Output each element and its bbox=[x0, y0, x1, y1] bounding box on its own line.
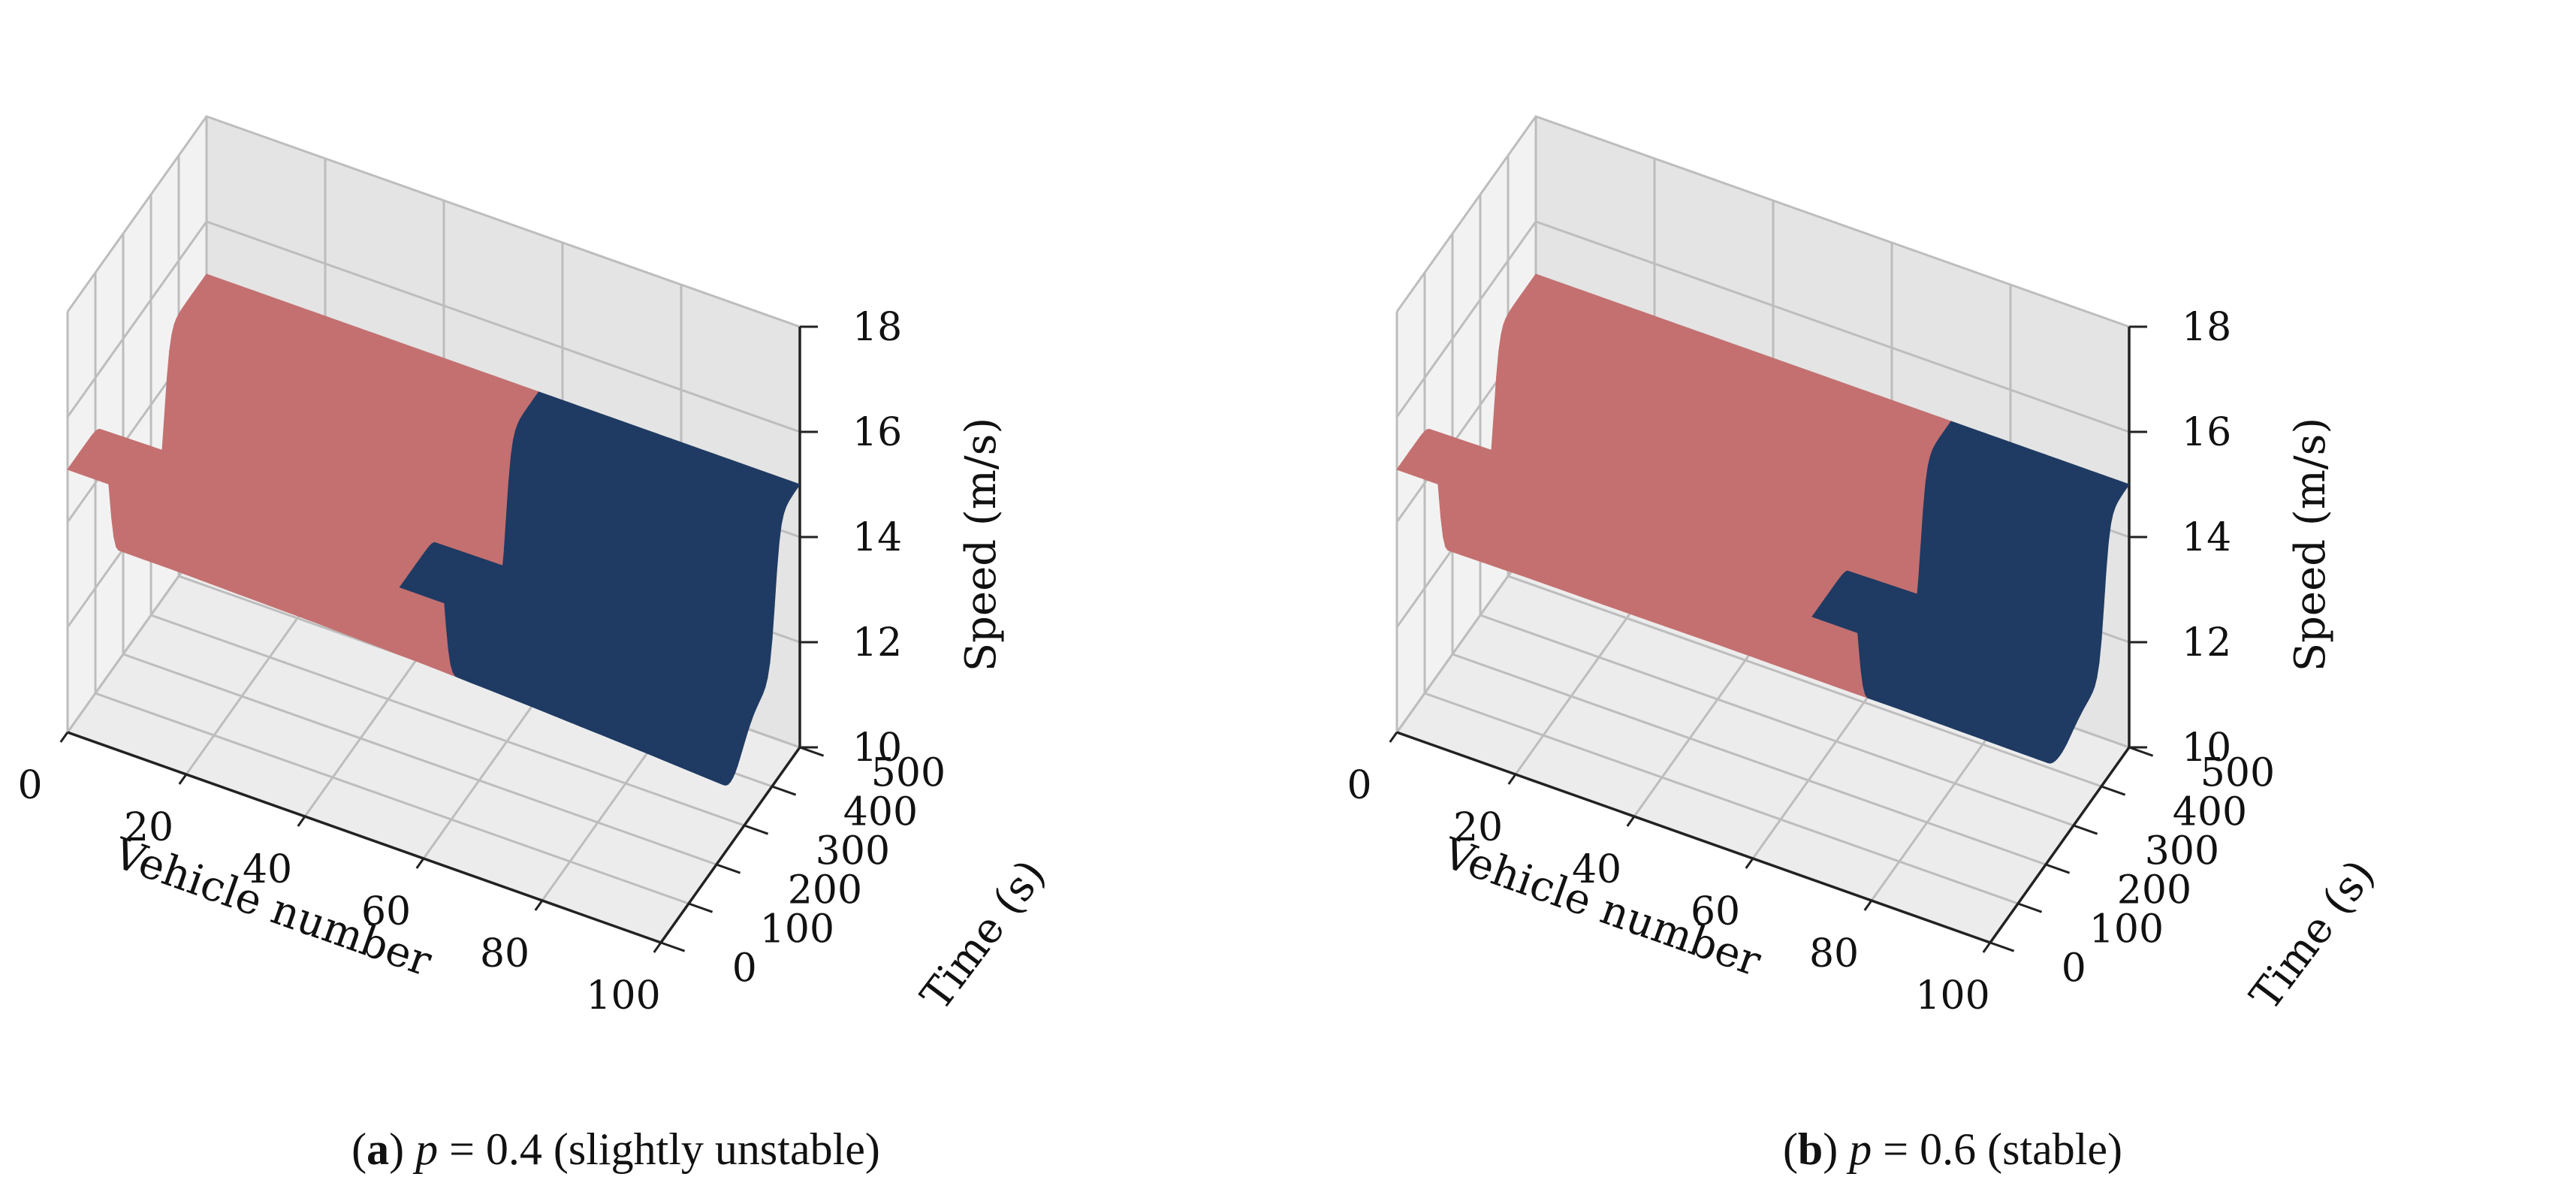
y-tick-label: 200 bbox=[2117, 868, 2191, 913]
x-tick-label: 80 bbox=[1809, 931, 1859, 976]
y-tick-label: 0 bbox=[732, 946, 757, 991]
y-tick-label: 400 bbox=[843, 790, 918, 835]
y-tick-label: 0 bbox=[2062, 946, 2086, 991]
y-tick-label: 200 bbox=[788, 868, 862, 913]
x-tick-label: 100 bbox=[586, 973, 660, 1018]
grid-z bbox=[66, 220, 801, 433]
z-tick-label: 18 bbox=[852, 305, 902, 350]
y-tick bbox=[2128, 746, 2154, 757]
x-tick bbox=[297, 816, 306, 827]
y-tick-label: 100 bbox=[2089, 907, 2164, 952]
y-axis-label: Time (s) bbox=[2241, 851, 2384, 1019]
x-axis-line bbox=[67, 731, 662, 944]
y-tick bbox=[771, 785, 797, 796]
z-tick-label: 18 bbox=[2182, 305, 2231, 350]
y-tick bbox=[2045, 863, 2071, 874]
z-tick-label: 14 bbox=[2182, 515, 2231, 560]
z-axis-label: Speed (m/s) bbox=[2286, 418, 2335, 672]
y-tick bbox=[716, 863, 741, 874]
x-tick bbox=[1389, 732, 1398, 743]
y-tick-label: 300 bbox=[816, 829, 890, 874]
z-tick-label: 16 bbox=[852, 410, 902, 455]
z-tick-label: 10 bbox=[2182, 726, 2231, 771]
panel-a: (a) p = 0.4 (slightly unstable) 0 20 40 60 8… bbox=[18, 115, 1055, 1174]
z-tick-label: 16 bbox=[2182, 410, 2231, 455]
surface-cell bbox=[695, 680, 710, 717]
caption-b: (b) p = 0.6 (stable) bbox=[1783, 1124, 2122, 1174]
x-tick bbox=[1863, 900, 1873, 911]
x-tick-label: 80 bbox=[480, 931, 529, 976]
z-tick-label: 10 bbox=[852, 726, 902, 771]
y-tick-label: 100 bbox=[760, 907, 834, 952]
y-tick bbox=[744, 824, 769, 835]
x-tick-label: 40 bbox=[243, 847, 292, 892]
y-tick-label: 500 bbox=[871, 751, 946, 796]
z-tick-label: 12 bbox=[852, 620, 902, 665]
y-tick bbox=[660, 941, 686, 952]
x-tick-label: 60 bbox=[361, 889, 411, 934]
z-tick-label: 12 bbox=[2182, 620, 2231, 665]
y-tick bbox=[1989, 941, 2015, 952]
caption-a: (a) p = 0.4 (slightly unstable) bbox=[351, 1124, 880, 1174]
x-tick bbox=[1626, 816, 1636, 827]
y-tick bbox=[2101, 785, 2126, 796]
x-tick-label: 0 bbox=[18, 763, 43, 808]
x-tick bbox=[178, 774, 188, 785]
y-tick bbox=[799, 746, 825, 757]
z-tick-label: 14 bbox=[852, 515, 902, 560]
x-tick bbox=[1982, 942, 1992, 953]
y-tick bbox=[2017, 902, 2043, 913]
y-axis-line bbox=[659, 746, 801, 944]
z-axis-label: Speed (m/s) bbox=[957, 418, 1006, 672]
x-tick bbox=[59, 732, 69, 743]
y-tick bbox=[2073, 824, 2098, 835]
floor-pane bbox=[68, 537, 800, 943]
x-tick bbox=[534, 900, 544, 911]
x-tick-label: 20 bbox=[124, 805, 173, 850]
x-tick-label: 0 bbox=[1347, 763, 1372, 808]
y-tick bbox=[688, 902, 713, 913]
x-tick bbox=[1745, 858, 1754, 869]
x-tick-label: 100 bbox=[1915, 973, 1989, 1018]
y-tick-label: 300 bbox=[2145, 829, 2219, 874]
y-tick-label: 400 bbox=[2173, 790, 2247, 835]
surface-0 bbox=[67, 273, 801, 786]
panel-b: (b) p = 0.6 (stable) 0204060801000100200… bbox=[1347, 115, 2384, 1174]
x-tick bbox=[415, 858, 425, 869]
grid-z bbox=[66, 115, 801, 328]
x-tick bbox=[1507, 774, 1517, 785]
x-tick bbox=[653, 942, 662, 953]
surface-cell bbox=[697, 712, 713, 745]
y-axis-label: Time (s) bbox=[912, 851, 1055, 1019]
surface-cell bbox=[692, 653, 708, 684]
